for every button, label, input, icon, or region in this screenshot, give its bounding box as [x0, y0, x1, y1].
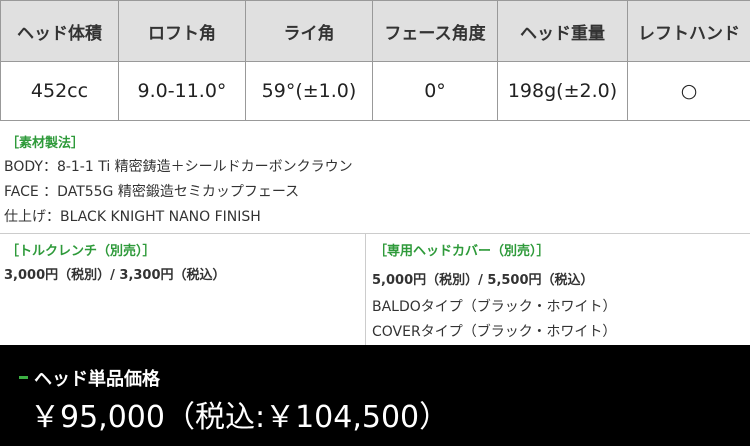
- price-value: ￥95,000（税込:￥104,500）: [30, 400, 450, 435]
- header-cell: ライ角: [245, 0, 373, 62]
- value-cell: 452cc: [0, 61, 119, 121]
- header-cell: ヘッド重量: [497, 0, 628, 62]
- cover-price: 5,000円（税別）/ 5,500円（税込）: [372, 273, 594, 288]
- value-cell: 198g(±2.0): [497, 61, 628, 121]
- materials-line: BODY：8-1-1 Ti 精密鋳造＋シールドカーボンクラウン: [4, 159, 353, 175]
- divider: [365, 234, 366, 345]
- materials-label: ［素材製法］: [6, 136, 85, 151]
- torque-label: ［トルクレンチ（別売）］: [6, 244, 156, 259]
- header-cell: ロフト角: [118, 0, 246, 62]
- torque-price: 3,000円（税別）/ 3,300円（税込）: [4, 268, 226, 283]
- value-cell: ○: [627, 61, 750, 121]
- header-cell: レフトハンド: [627, 0, 750, 62]
- value-cell: 9.0-11.0°: [118, 61, 246, 121]
- materials-line: FACE ：DAT55G 精密鍛造セミカップフェース: [4, 184, 300, 200]
- price-bar: ヘッド単品価格 ￥95,000（税込:￥104,500）: [0, 345, 750, 446]
- cover-label: ［専用ヘッドカバー（別売）］: [374, 244, 550, 259]
- price-label: ヘッド単品価格: [34, 369, 160, 390]
- value-cell: 59°(±1.0): [245, 61, 373, 121]
- value-cell: 0°: [372, 61, 498, 121]
- green-dash: [19, 376, 28, 379]
- cover-type: COVERタイプ（ブラック・ホワイト）: [372, 324, 617, 340]
- divider: [0, 233, 750, 234]
- header-cell: ヘッド体積: [0, 0, 119, 62]
- cover-type: BALDOタイプ（ブラック・ホワイト）: [372, 299, 617, 315]
- materials-line: 仕上げ：BLACK KNIGHT NANO FINISH: [4, 209, 261, 225]
- header-cell: フェース角度: [372, 0, 498, 62]
- spec-table: ヘッド体積 ロフト角 ライ角 フェース角度 ヘッド重量 レフトハンド 452cc…: [0, 0, 750, 121]
